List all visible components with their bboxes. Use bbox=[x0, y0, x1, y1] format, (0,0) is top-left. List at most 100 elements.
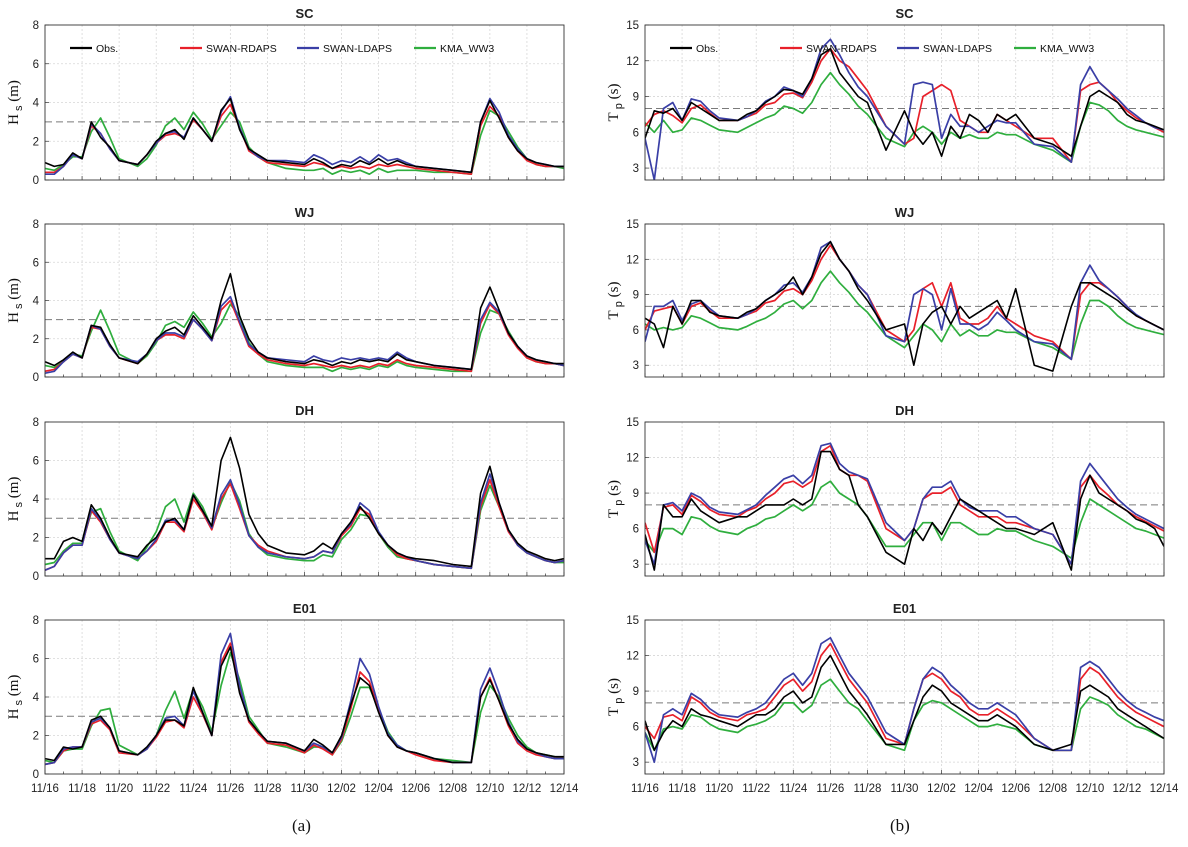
y-axis-label: T p (s) bbox=[606, 84, 625, 122]
subplot-hs-e01: 0 2 4 6 8 E01 H s (m) 11/16 11/18 11/20 11/22 11/24… bbox=[6, 601, 579, 795]
axes-frame bbox=[44, 421, 565, 577]
y-tick-label: 4 bbox=[33, 494, 40, 506]
y-tick-label: 0 bbox=[33, 769, 39, 781]
x-tick-label: 11/28 bbox=[253, 783, 281, 795]
series-line-obs- bbox=[645, 47, 1164, 157]
x-tick-label: 11/26 bbox=[216, 783, 244, 795]
series-line-kma-ww3 bbox=[645, 480, 1164, 560]
subplot-tp-sc: 3 6 9 12 15 SC T p (s) Obs. SWAN-RDAPS SWAN-LDAPS… bbox=[606, 6, 1165, 181]
subplot-title: SC bbox=[895, 6, 914, 21]
subplot-title: DH bbox=[295, 403, 314, 418]
y-tick-label: 6 bbox=[33, 257, 39, 269]
x-tick-label: 11/20 bbox=[105, 783, 133, 795]
y-tick-label: 4 bbox=[33, 692, 40, 704]
y-tick-label: 4 bbox=[33, 98, 40, 110]
axes-frame bbox=[644, 24, 1165, 181]
y-tick-label: 0 bbox=[33, 571, 39, 583]
legend-label: KMA_WW3 bbox=[1040, 43, 1094, 55]
y-tick-label: 4 bbox=[33, 296, 40, 308]
x-tick-label: 12/04 bbox=[964, 783, 993, 795]
x-tick-label: 12/04 bbox=[364, 783, 393, 795]
axes-frame bbox=[644, 421, 1165, 577]
x-tick-label: 11/30 bbox=[891, 783, 919, 795]
y-tick-label: 8 bbox=[33, 417, 39, 429]
x-tick-label: 12/10 bbox=[475, 783, 504, 795]
series-line-swan-ldaps bbox=[645, 38, 1164, 180]
x-tick-label: 12/12 bbox=[1113, 783, 1142, 795]
y-tick-label: 8 bbox=[33, 20, 39, 32]
series-group bbox=[645, 38, 1164, 180]
y-tick-label: 15 bbox=[626, 20, 639, 32]
subplot-title: WJ bbox=[295, 205, 315, 220]
series-line-kma-ww3 bbox=[645, 71, 1164, 163]
x-tick-label: 11/24 bbox=[779, 783, 808, 795]
y-tick-label: 8 bbox=[33, 219, 39, 231]
y-tick-label: 2 bbox=[33, 533, 39, 545]
series-group bbox=[45, 436, 564, 571]
y-tick-label: 6 bbox=[33, 59, 39, 71]
x-tick-label: 11/16 bbox=[31, 783, 59, 795]
y-tick-label: 2 bbox=[33, 136, 39, 148]
x-tick-label: 11/18 bbox=[68, 783, 96, 795]
y-tick-label: 6 bbox=[633, 722, 639, 734]
y-tick-label: 6 bbox=[633, 325, 639, 337]
subplot-hs-wj: 0 2 4 6 8 WJ H s (m) bbox=[6, 205, 565, 384]
x-tick-label: 12/02 bbox=[327, 783, 356, 795]
legend-label: KMA_WW3 bbox=[440, 43, 494, 55]
y-tick-label: 9 bbox=[633, 92, 639, 104]
y-axis-label: T p (s) bbox=[606, 678, 625, 716]
series-line-obs- bbox=[45, 646, 564, 764]
subplot-title: SC bbox=[295, 6, 314, 21]
subplot-tp-e01: 3 6 9 12 15 E01 T p (s) 11/16 11/18 11/20 11/22 11/… bbox=[606, 601, 1179, 795]
series-line-kma-ww3 bbox=[45, 303, 564, 373]
axes-frame bbox=[644, 223, 1165, 378]
legend-label: SWAN-LDAPS bbox=[323, 43, 392, 55]
y-tick-label: 6 bbox=[633, 127, 639, 139]
x-tick-label: 11/16 bbox=[631, 783, 659, 795]
y-tick-label: 6 bbox=[633, 524, 639, 536]
legend-label: SWAN-RDAPS bbox=[806, 43, 877, 55]
subplot-title: WJ bbox=[895, 205, 915, 220]
y-tick-label: 9 bbox=[633, 290, 639, 302]
legend-label: SWAN-RDAPS bbox=[206, 43, 277, 55]
series-line-obs- bbox=[45, 272, 564, 371]
y-tick-label: 0 bbox=[33, 175, 39, 187]
y-tick-label: 2 bbox=[33, 731, 39, 743]
series-group bbox=[645, 240, 1164, 372]
subplot-title: E01 bbox=[293, 601, 316, 616]
y-tick-label: 9 bbox=[633, 488, 639, 500]
x-tick-label: 11/18 bbox=[668, 783, 696, 795]
y-axis-label: H s (m) bbox=[6, 278, 25, 323]
y-tick-label: 8 bbox=[33, 615, 39, 627]
y-tick-label: 3 bbox=[633, 360, 639, 372]
series-line-obs- bbox=[45, 436, 564, 568]
x-tick-label: 12/06 bbox=[401, 783, 430, 795]
y-axis-label: T p (s) bbox=[606, 480, 625, 518]
y-tick-label: 3 bbox=[633, 757, 639, 769]
x-tick-label: 12/08 bbox=[1038, 783, 1067, 795]
y-tick-label: 15 bbox=[626, 615, 639, 627]
x-tick-label: 11/28 bbox=[853, 783, 881, 795]
x-tick-label: 12/02 bbox=[927, 783, 956, 795]
series-line-kma-ww3 bbox=[645, 270, 1164, 361]
subplot-title: DH bbox=[895, 403, 914, 418]
panel-label-b: (b) bbox=[890, 816, 910, 835]
x-tick-label: 11/26 bbox=[816, 783, 844, 795]
series-line-obs- bbox=[645, 450, 1164, 571]
panel-label-a: (a) bbox=[292, 816, 311, 835]
series-group bbox=[645, 636, 1164, 764]
axes-frame bbox=[44, 24, 565, 181]
y-axis-label: H s (m) bbox=[6, 80, 25, 125]
series-group bbox=[45, 95, 564, 176]
subplot-hs-dh: 0 2 4 6 8 DH H s (m) bbox=[6, 403, 565, 583]
axes-frame bbox=[44, 223, 565, 378]
legend-label: Obs. bbox=[96, 43, 118, 55]
series-group bbox=[45, 632, 564, 766]
y-axis-label: T p (s) bbox=[606, 282, 625, 320]
legend: Obs. SWAN-RDAPS SWAN-LDAPS KMA_WW3 bbox=[70, 43, 494, 55]
subplot-hs-sc: 0 2 4 6 8 SC H s (m) Obs. SWAN-RDAPS SWAN-LDAPS KM… bbox=[6, 6, 565, 187]
x-tick-label: 12/08 bbox=[438, 783, 467, 795]
legend-label: Obs. bbox=[696, 43, 718, 55]
series-group bbox=[45, 272, 564, 375]
